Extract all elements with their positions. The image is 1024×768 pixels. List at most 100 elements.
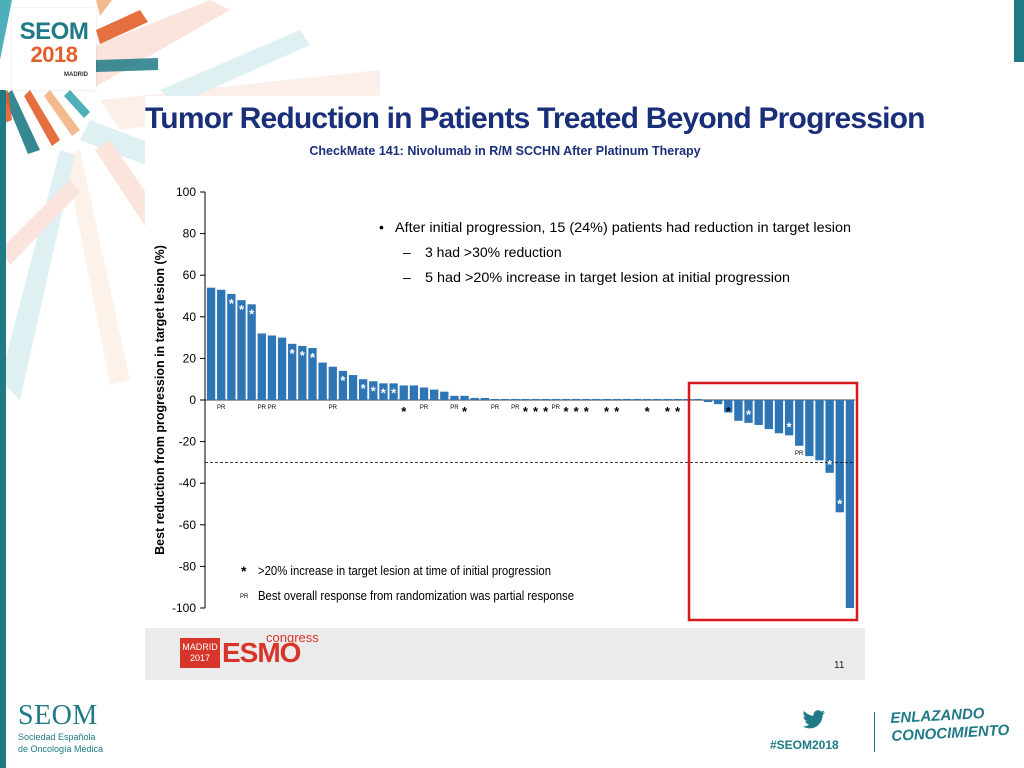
chart-bar <box>744 400 753 423</box>
chart-bar <box>784 400 794 436</box>
asterisk-marker: * <box>381 385 387 400</box>
annotation-dash-1: – <box>403 244 411 260</box>
asterisk-marker: * <box>361 381 367 396</box>
y-tick-label: 100 <box>176 185 196 199</box>
chart-bar <box>308 348 317 400</box>
asterisk-marker: * <box>340 373 346 388</box>
chart-bar <box>430 389 439 400</box>
asterisk-marker: * <box>523 404 529 419</box>
seom-footer-name: SEOM <box>18 700 98 731</box>
chart-bar <box>399 385 408 400</box>
esmo-congress-logo: MADRID 2017 ESMO congress <box>180 630 320 672</box>
bar-series <box>206 287 855 608</box>
chart-bar <box>683 398 692 400</box>
chart-bar <box>805 400 814 457</box>
pr-marker: PR <box>268 405 277 411</box>
asterisk-marker: * <box>563 404 569 419</box>
asterisk-marker: * <box>604 404 610 419</box>
asterisk-marker: * <box>249 306 255 321</box>
twitter-icon[interactable] <box>802 710 826 730</box>
chart-bar <box>845 400 855 608</box>
asterisk-marker: * <box>665 404 671 419</box>
seom-footer-sub-2: de Oncología Médica <box>18 744 104 754</box>
asterisk-marker: * <box>533 404 539 419</box>
y-axis-label: Best reduction from progression in targe… <box>153 245 167 555</box>
pr-marker: PR <box>795 451 804 457</box>
y-tick-label: 60 <box>183 268 197 282</box>
chart-bar <box>602 398 611 400</box>
chart-bar <box>653 398 662 400</box>
pr-marker: PR <box>420 405 429 411</box>
asterisk-marker: * <box>310 350 316 365</box>
asterisk-marker: * <box>787 419 793 434</box>
chart-bar <box>561 398 571 400</box>
logo-main-text: SEOM <box>19 18 89 45</box>
chart-bar <box>206 287 216 400</box>
chart-bar <box>267 335 277 400</box>
right-accent-bar <box>1014 0 1024 62</box>
chart-bar <box>774 400 784 434</box>
chart-bar <box>663 398 672 400</box>
chart-bar <box>490 398 500 400</box>
asterisk-marker: * <box>401 404 407 419</box>
pr-marker: PR <box>552 405 561 411</box>
chart-bar <box>703 400 713 403</box>
chart-bar <box>460 395 469 400</box>
chart-bar <box>500 398 510 400</box>
annotation-text: • After initial progression, 15 (24%) pa… <box>379 219 851 285</box>
asterisk-marker: * <box>300 348 306 363</box>
asterisk-marker: * <box>391 385 397 400</box>
chart-bar <box>298 345 307 400</box>
chart-bar <box>450 395 459 400</box>
chart-bar <box>825 400 834 473</box>
asterisk-marker: * <box>675 404 681 419</box>
seom-2018-logo: SEOM 2018 MADRID <box>12 8 96 90</box>
waterfall-chart: Best reduction from progression in targe… <box>153 185 859 622</box>
y-axis-ticks: 100 80 60 40 20 0 -20 -40 -60 -80 -100 <box>172 185 205 615</box>
bar-markers: * * ** * *** * * ** * * * * * * * * * * * * * ****PR PR PR PR PR P… <box>217 296 843 511</box>
highlight-box <box>687 381 859 622</box>
annotation-bullet-dot: • <box>379 219 384 235</box>
slide-title: Tumor Reduction in Patients Treated Beyo… <box>145 102 926 135</box>
chart-bar <box>480 397 490 400</box>
chart-bar <box>795 400 804 446</box>
left-accent-bar <box>0 90 6 768</box>
chart-bar <box>257 333 266 400</box>
legend-label-asterisk: >20% increase in target lesion at time o… <box>258 564 551 578</box>
pr-marker: PR <box>258 405 267 411</box>
chart-bar <box>359 379 368 400</box>
y-tick-label: -100 <box>172 601 196 615</box>
seom-footer-logo: SEOM Sociedad Española de Oncología Médi… <box>18 700 104 755</box>
asterisk-marker: * <box>614 404 620 419</box>
chart-bar <box>582 398 591 400</box>
y-tick-label: 20 <box>183 351 197 365</box>
chart-bar <box>227 293 236 400</box>
annotation-sub-2: 5 had >20% increase in target lesion at … <box>425 269 790 285</box>
chart-bar <box>419 387 429 400</box>
chart-bar <box>764 400 773 430</box>
asterisk-marker: * <box>584 404 590 419</box>
chart-bar <box>754 400 763 425</box>
chart-bar <box>713 400 723 405</box>
asterisk-marker: * <box>371 383 377 398</box>
chart-bar <box>369 381 378 400</box>
chart-bar <box>815 400 824 461</box>
asterisk-marker: * <box>645 404 651 419</box>
pr-marker: PR <box>329 405 338 411</box>
chart-bar <box>592 398 601 400</box>
chart-bar <box>734 400 743 421</box>
chart-legend: * >20% increase in target lesion at time… <box>240 563 574 603</box>
chart-bar <box>531 398 540 400</box>
chart-bar <box>724 400 733 413</box>
chart-bar <box>409 385 419 400</box>
chart-bar <box>551 398 561 400</box>
asterisk-marker: * <box>290 346 296 361</box>
logo-city-text: MADRID <box>64 72 88 78</box>
hashtag-label[interactable]: #SEOM2018 <box>770 738 839 752</box>
slide-footer-band <box>145 628 865 680</box>
chart-bar <box>328 366 337 400</box>
chart-bar <box>277 337 287 400</box>
chart-bar <box>237 300 246 400</box>
chart-bar <box>348 375 358 400</box>
chart-bar <box>379 383 388 400</box>
